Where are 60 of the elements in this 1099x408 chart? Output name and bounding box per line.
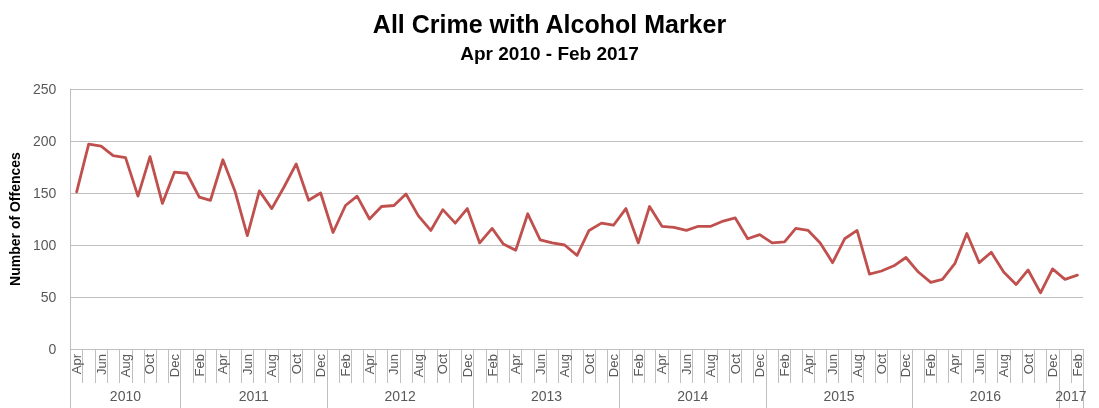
x-tick-label: Feb [923, 354, 939, 377]
chart-subtitle: Apr 2010 - Feb 2017 [460, 43, 639, 64]
x-tick-label: Oct [727, 353, 743, 375]
text: 2011 [238, 388, 269, 404]
y-tick-label: 0 [48, 341, 57, 357]
x-tick-label: Dec [313, 353, 329, 378]
x-tick-label: Feb [484, 354, 500, 377]
x-tick-label: Feb [337, 354, 353, 377]
x-tick-label: Apr [508, 353, 524, 375]
x-tick-label: Jun [93, 354, 109, 375]
x-tick-label: Aug [410, 354, 426, 378]
x-tick-label: Jun [532, 354, 548, 375]
x-tick-label: Oct [873, 353, 889, 375]
x-tick-label: Jun [678, 354, 694, 375]
y-tick-label: 200 [32, 133, 57, 149]
x-tick-label: Oct [581, 353, 597, 375]
x-tick-label: Dec [605, 353, 621, 378]
x-tick-label: Oct [142, 353, 158, 375]
x-tick-label: Apr [947, 353, 963, 375]
text: 2012 [384, 388, 416, 404]
y-tick-label: 50 [40, 289, 57, 305]
text: 2013 [531, 388, 563, 404]
x-tick-label: Feb [1069, 354, 1085, 377]
x-tick-label: Apr [654, 353, 670, 375]
x-tick-label: Jun [239, 354, 255, 375]
chart-title: All Crime with Alcohol Marker [372, 9, 727, 38]
x-tick-label: Aug [849, 354, 865, 378]
x-tick-label: Dec [459, 353, 475, 378]
x-tick-label: Dec [1045, 353, 1061, 378]
x-tick-label: Jun [825, 354, 841, 375]
y-tick-label: 150 [32, 185, 57, 201]
text: 2016 [969, 388, 1002, 404]
text: 2015 [823, 388, 855, 404]
x-tick-label: Apr [69, 353, 85, 375]
x-tick-label: Jun [971, 354, 987, 375]
x-tick-label: Feb [191, 354, 207, 377]
x-tick-label: Apr [215, 353, 231, 375]
y-tick-label: 100 [32, 237, 57, 253]
y-tick-label: 250 [32, 81, 57, 97]
line-series [75, 142, 1079, 295]
x-tick-label: Oct [288, 353, 304, 375]
x-tick-label: Apr [800, 353, 816, 375]
x-tick-label: Feb [630, 354, 646, 377]
x-tick-label: Aug [996, 354, 1012, 378]
x-tick-label: Aug [264, 354, 280, 378]
y-axis-title: Number of Offences [7, 151, 23, 286]
x-tick-label: Feb [777, 354, 793, 377]
x-tick-label: Aug [557, 354, 573, 378]
x-tick-label: Jun [386, 354, 402, 375]
x-tick-label: Aug [703, 354, 719, 378]
x-tick-label: Dec [166, 353, 182, 378]
x-tick-label: Dec [752, 353, 768, 378]
x-tick-label: Oct [1020, 353, 1036, 375]
text: 2014 [677, 388, 709, 404]
text: 2010 [109, 388, 142, 404]
x-tick-label: Apr [362, 353, 378, 375]
text: 2017 [1055, 388, 1087, 404]
x-tick-label: Aug [118, 354, 134, 378]
x-tick-label: Oct [435, 353, 451, 375]
x-tick-label: Dec [898, 353, 914, 378]
